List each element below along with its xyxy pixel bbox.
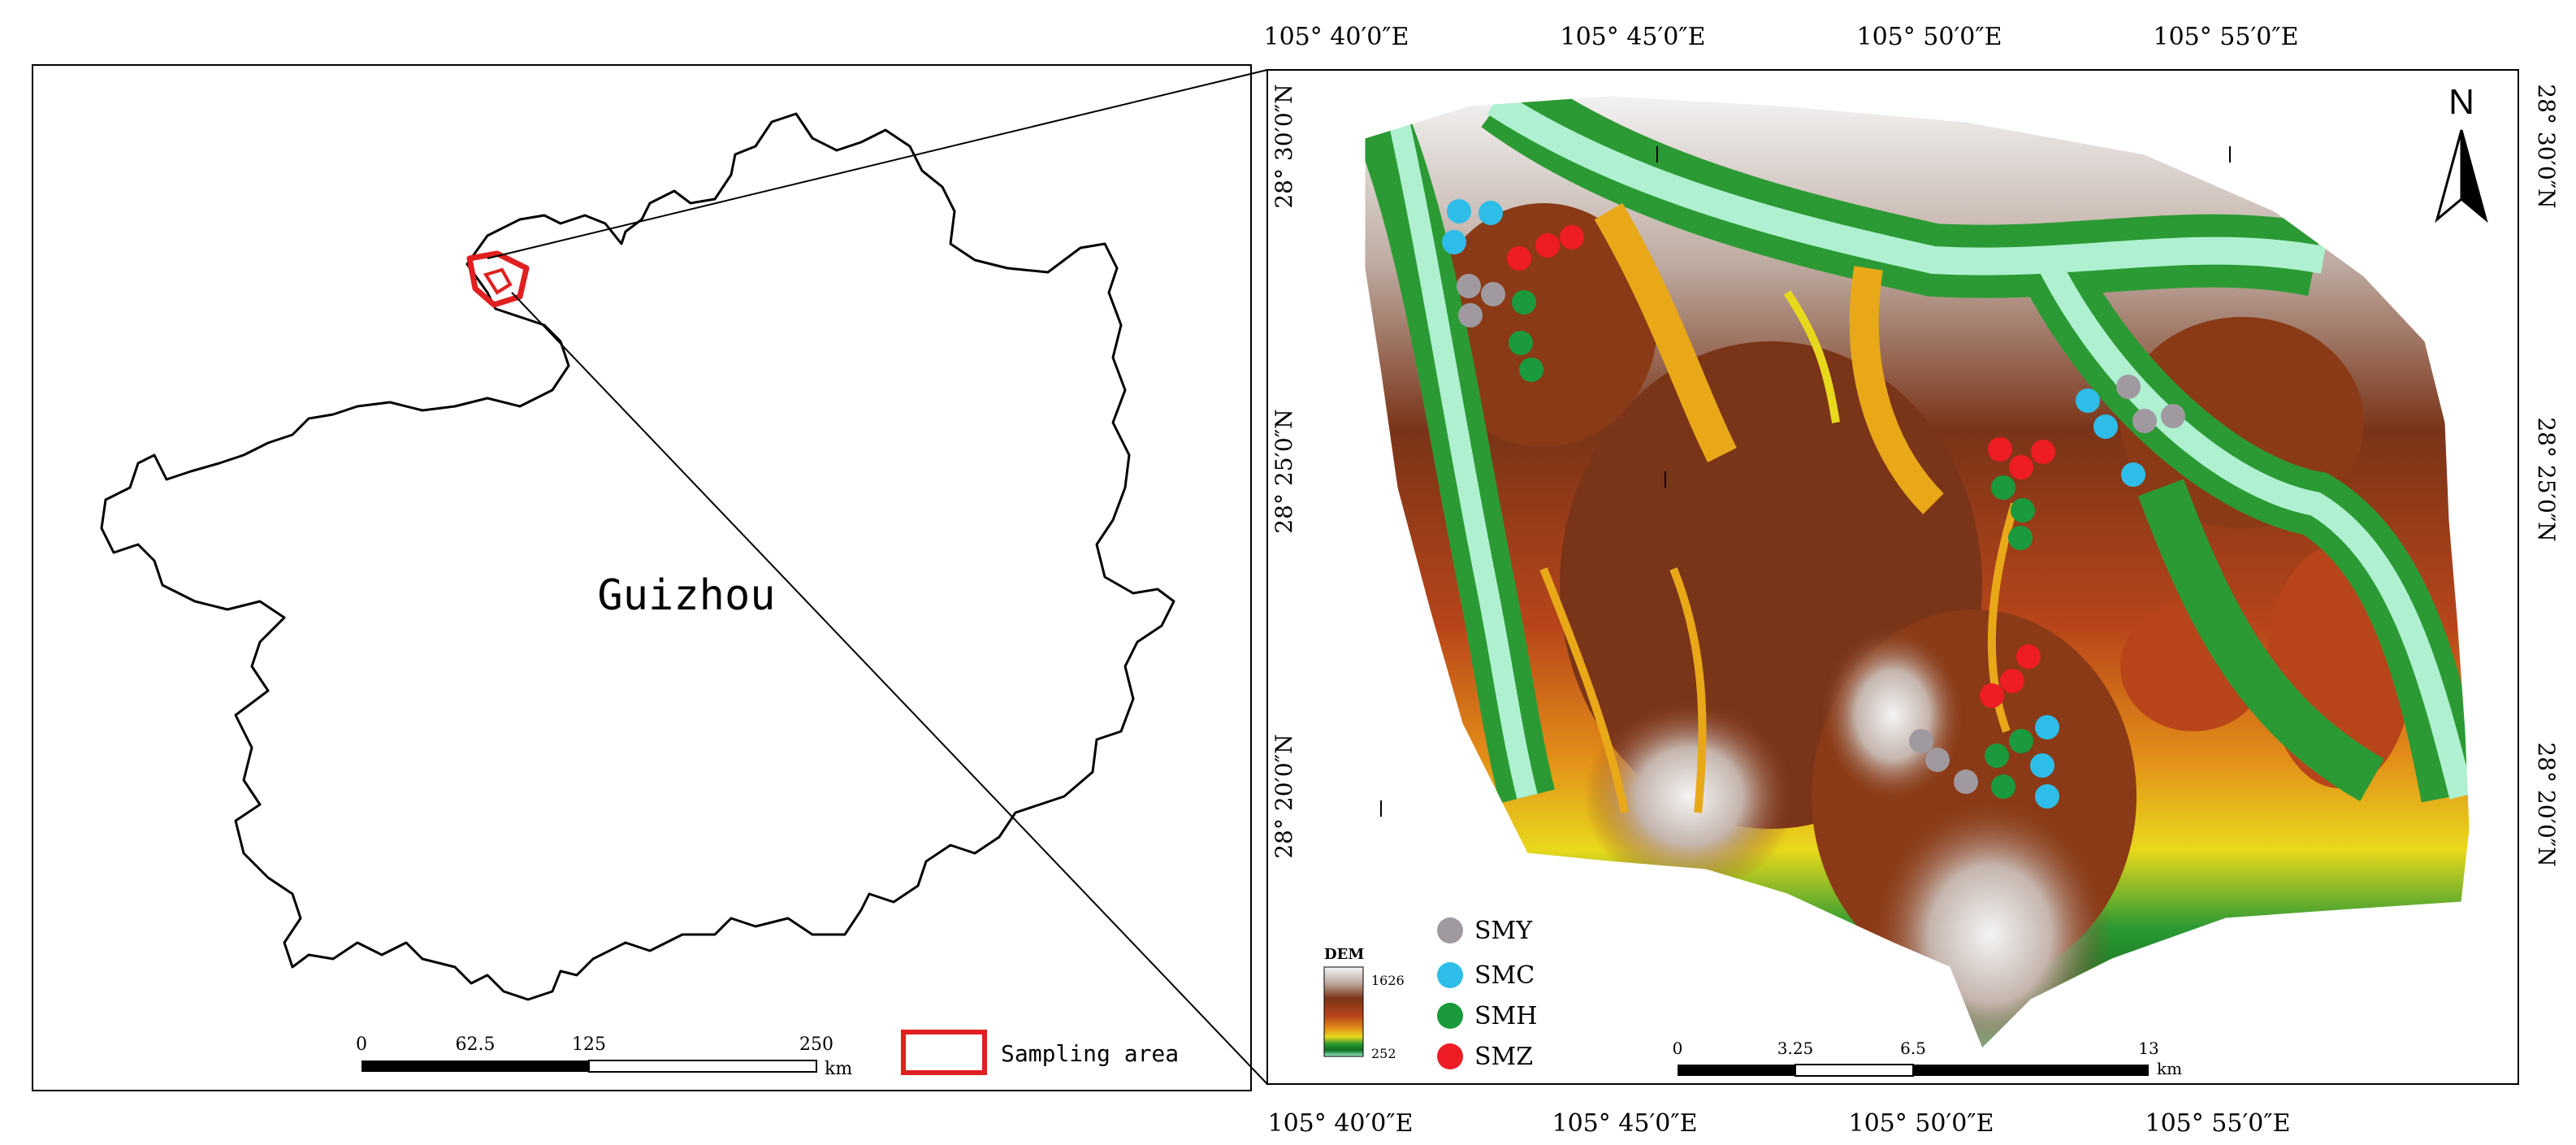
left-tick-1: 28° 25′0″N bbox=[1271, 409, 1297, 533]
sample-point-smh bbox=[2009, 729, 2033, 753]
legend-sampling-label: Sampling area bbox=[1001, 1040, 1179, 1067]
sample-point-smh bbox=[1509, 331, 1533, 355]
left-legend: Sampling area bbox=[901, 1030, 1179, 1075]
legend-swatch-smz bbox=[1437, 1043, 1463, 1069]
top-tick-0: 105° 40′0″E bbox=[1264, 23, 1409, 51]
sample-legend: SMY SMC SMH SMZ bbox=[1437, 917, 1537, 1071]
zoom-line-bottom bbox=[511, 292, 1268, 1085]
sample-point-smy bbox=[2116, 375, 2141, 399]
sample-point-smh bbox=[1991, 475, 2015, 500]
sample-point-smc bbox=[2093, 414, 2118, 439]
left-scalebar-tick-1: 62.5 bbox=[456, 1034, 496, 1055]
sampling-area-inner bbox=[483, 267, 513, 295]
sample-point-smc bbox=[1447, 199, 1471, 223]
legend-label-smc: SMC bbox=[1474, 961, 1535, 990]
grid-ticks bbox=[1380, 146, 2231, 817]
left-tick-0: 28° 30′0″N bbox=[1271, 84, 1297, 208]
bottom-tick-1: 105° 45′0″E bbox=[1552, 1109, 1698, 1138]
sample-points bbox=[1442, 199, 2185, 809]
top-tick-1: 105° 45′0″E bbox=[1561, 23, 1706, 51]
right-scalebar-tick-3: 13 bbox=[2138, 1039, 2158, 1058]
left-scalebar: 0 62.5 125 250 km bbox=[356, 1034, 852, 1079]
dem-colorbar bbox=[1323, 966, 1364, 1057]
sample-point-smc bbox=[1478, 201, 1503, 225]
dem-legend-high: 1626 bbox=[1371, 973, 1405, 988]
sample-point-smy bbox=[1954, 770, 1978, 794]
sample-point-smy bbox=[1925, 748, 1950, 772]
sample-point-smh bbox=[1985, 744, 2009, 768]
sample-point-smc bbox=[1442, 230, 1466, 254]
dem-legend-low: 252 bbox=[1371, 1046, 1396, 1061]
sample-point-smz bbox=[2016, 644, 2041, 669]
region-label: Guizhou bbox=[597, 571, 775, 620]
sample-point-smy bbox=[1481, 282, 1505, 306]
sample-point-smc bbox=[2121, 462, 2145, 487]
north-arrow-icon: N bbox=[2435, 82, 2488, 223]
sample-point-smh bbox=[1512, 290, 1536, 314]
sampling-area-marker bbox=[466, 250, 530, 308]
dem-legend: DEM 1626 252 bbox=[1323, 946, 1405, 1061]
right-scalebar-tick-2: 6.5 bbox=[1900, 1039, 1926, 1058]
sample-point-smz bbox=[1535, 233, 1560, 258]
right-tick-2: 28° 20′0″N bbox=[2533, 742, 2560, 866]
sample-point-smz bbox=[1988, 437, 2012, 462]
sample-point-smc bbox=[2035, 715, 2059, 739]
left-scalebar-tick-2: 125 bbox=[572, 1034, 606, 1055]
legend-label-smy: SMY bbox=[1474, 917, 1533, 945]
sample-point-smy bbox=[2132, 409, 2157, 433]
right-scalebar-tick-1: 3.25 bbox=[1777, 1039, 1814, 1058]
guizhou-outline bbox=[100, 112, 1175, 1001]
sample-point-smh bbox=[2008, 526, 2033, 550]
right-tick-1: 28° 25′0″N bbox=[2533, 417, 2560, 541]
north-label: N bbox=[2448, 82, 2474, 122]
right-scalebar-unit: km bbox=[2157, 1059, 2182, 1078]
left-scalebar-unit: km bbox=[825, 1059, 852, 1079]
legend-swatch-smy bbox=[1437, 917, 1463, 943]
sample-point-smz bbox=[2009, 455, 2033, 479]
legend-swatch-smh bbox=[1437, 1003, 1463, 1029]
right-scalebar-tick-0: 0 bbox=[1673, 1039, 1683, 1058]
bottom-tick-3: 105° 55′0″E bbox=[2145, 1109, 2291, 1138]
top-tick-2: 105° 50′0″E bbox=[1857, 23, 2002, 51]
sample-point-smc bbox=[2035, 784, 2059, 809]
left-scalebar-tick-0: 0 bbox=[356, 1034, 367, 1055]
bottom-tick-0: 105° 40′0″E bbox=[1268, 1109, 1414, 1138]
legend-label-smh: SMH bbox=[1474, 1002, 1537, 1030]
right-scalebar: 0 3.25 6.5 13 km bbox=[1673, 1039, 2182, 1078]
top-tick-3: 105° 55′0″E bbox=[2154, 23, 2299, 51]
sample-point-smz bbox=[1980, 683, 2004, 708]
left-tick-2: 28° 20′0″N bbox=[1271, 734, 1297, 858]
legend-sampling-swatch bbox=[901, 1030, 987, 1075]
sample-point-smy bbox=[1458, 303, 1483, 327]
legend-swatch-smc bbox=[1437, 962, 1463, 988]
right-tick-0: 28° 30′0″N bbox=[2533, 84, 2560, 208]
sample-point-smz bbox=[2000, 669, 2024, 693]
dem-boundary bbox=[1364, 95, 2470, 1049]
sample-point-smh bbox=[2011, 498, 2035, 523]
sample-point-smz bbox=[1560, 225, 1584, 249]
sample-point-smy bbox=[2161, 404, 2185, 428]
sample-point-smh bbox=[1519, 358, 1543, 382]
sample-point-smh bbox=[1991, 774, 2015, 799]
sample-point-smy bbox=[1457, 274, 1481, 298]
dem-legend-title: DEM bbox=[1324, 946, 1364, 963]
sample-point-smc bbox=[2076, 388, 2100, 413]
legend-label-smz: SMZ bbox=[1474, 1043, 1533, 1071]
sample-point-smz bbox=[1507, 246, 1531, 271]
sample-point-smc bbox=[2030, 753, 2054, 778]
zoom-line-top bbox=[487, 69, 1268, 259]
sample-point-smy bbox=[1909, 729, 1933, 753]
sample-point-smz bbox=[2031, 440, 2055, 464]
bottom-tick-2: 105° 50′0″E bbox=[1849, 1109, 1994, 1138]
left-scalebar-tick-3: 250 bbox=[799, 1034, 833, 1055]
